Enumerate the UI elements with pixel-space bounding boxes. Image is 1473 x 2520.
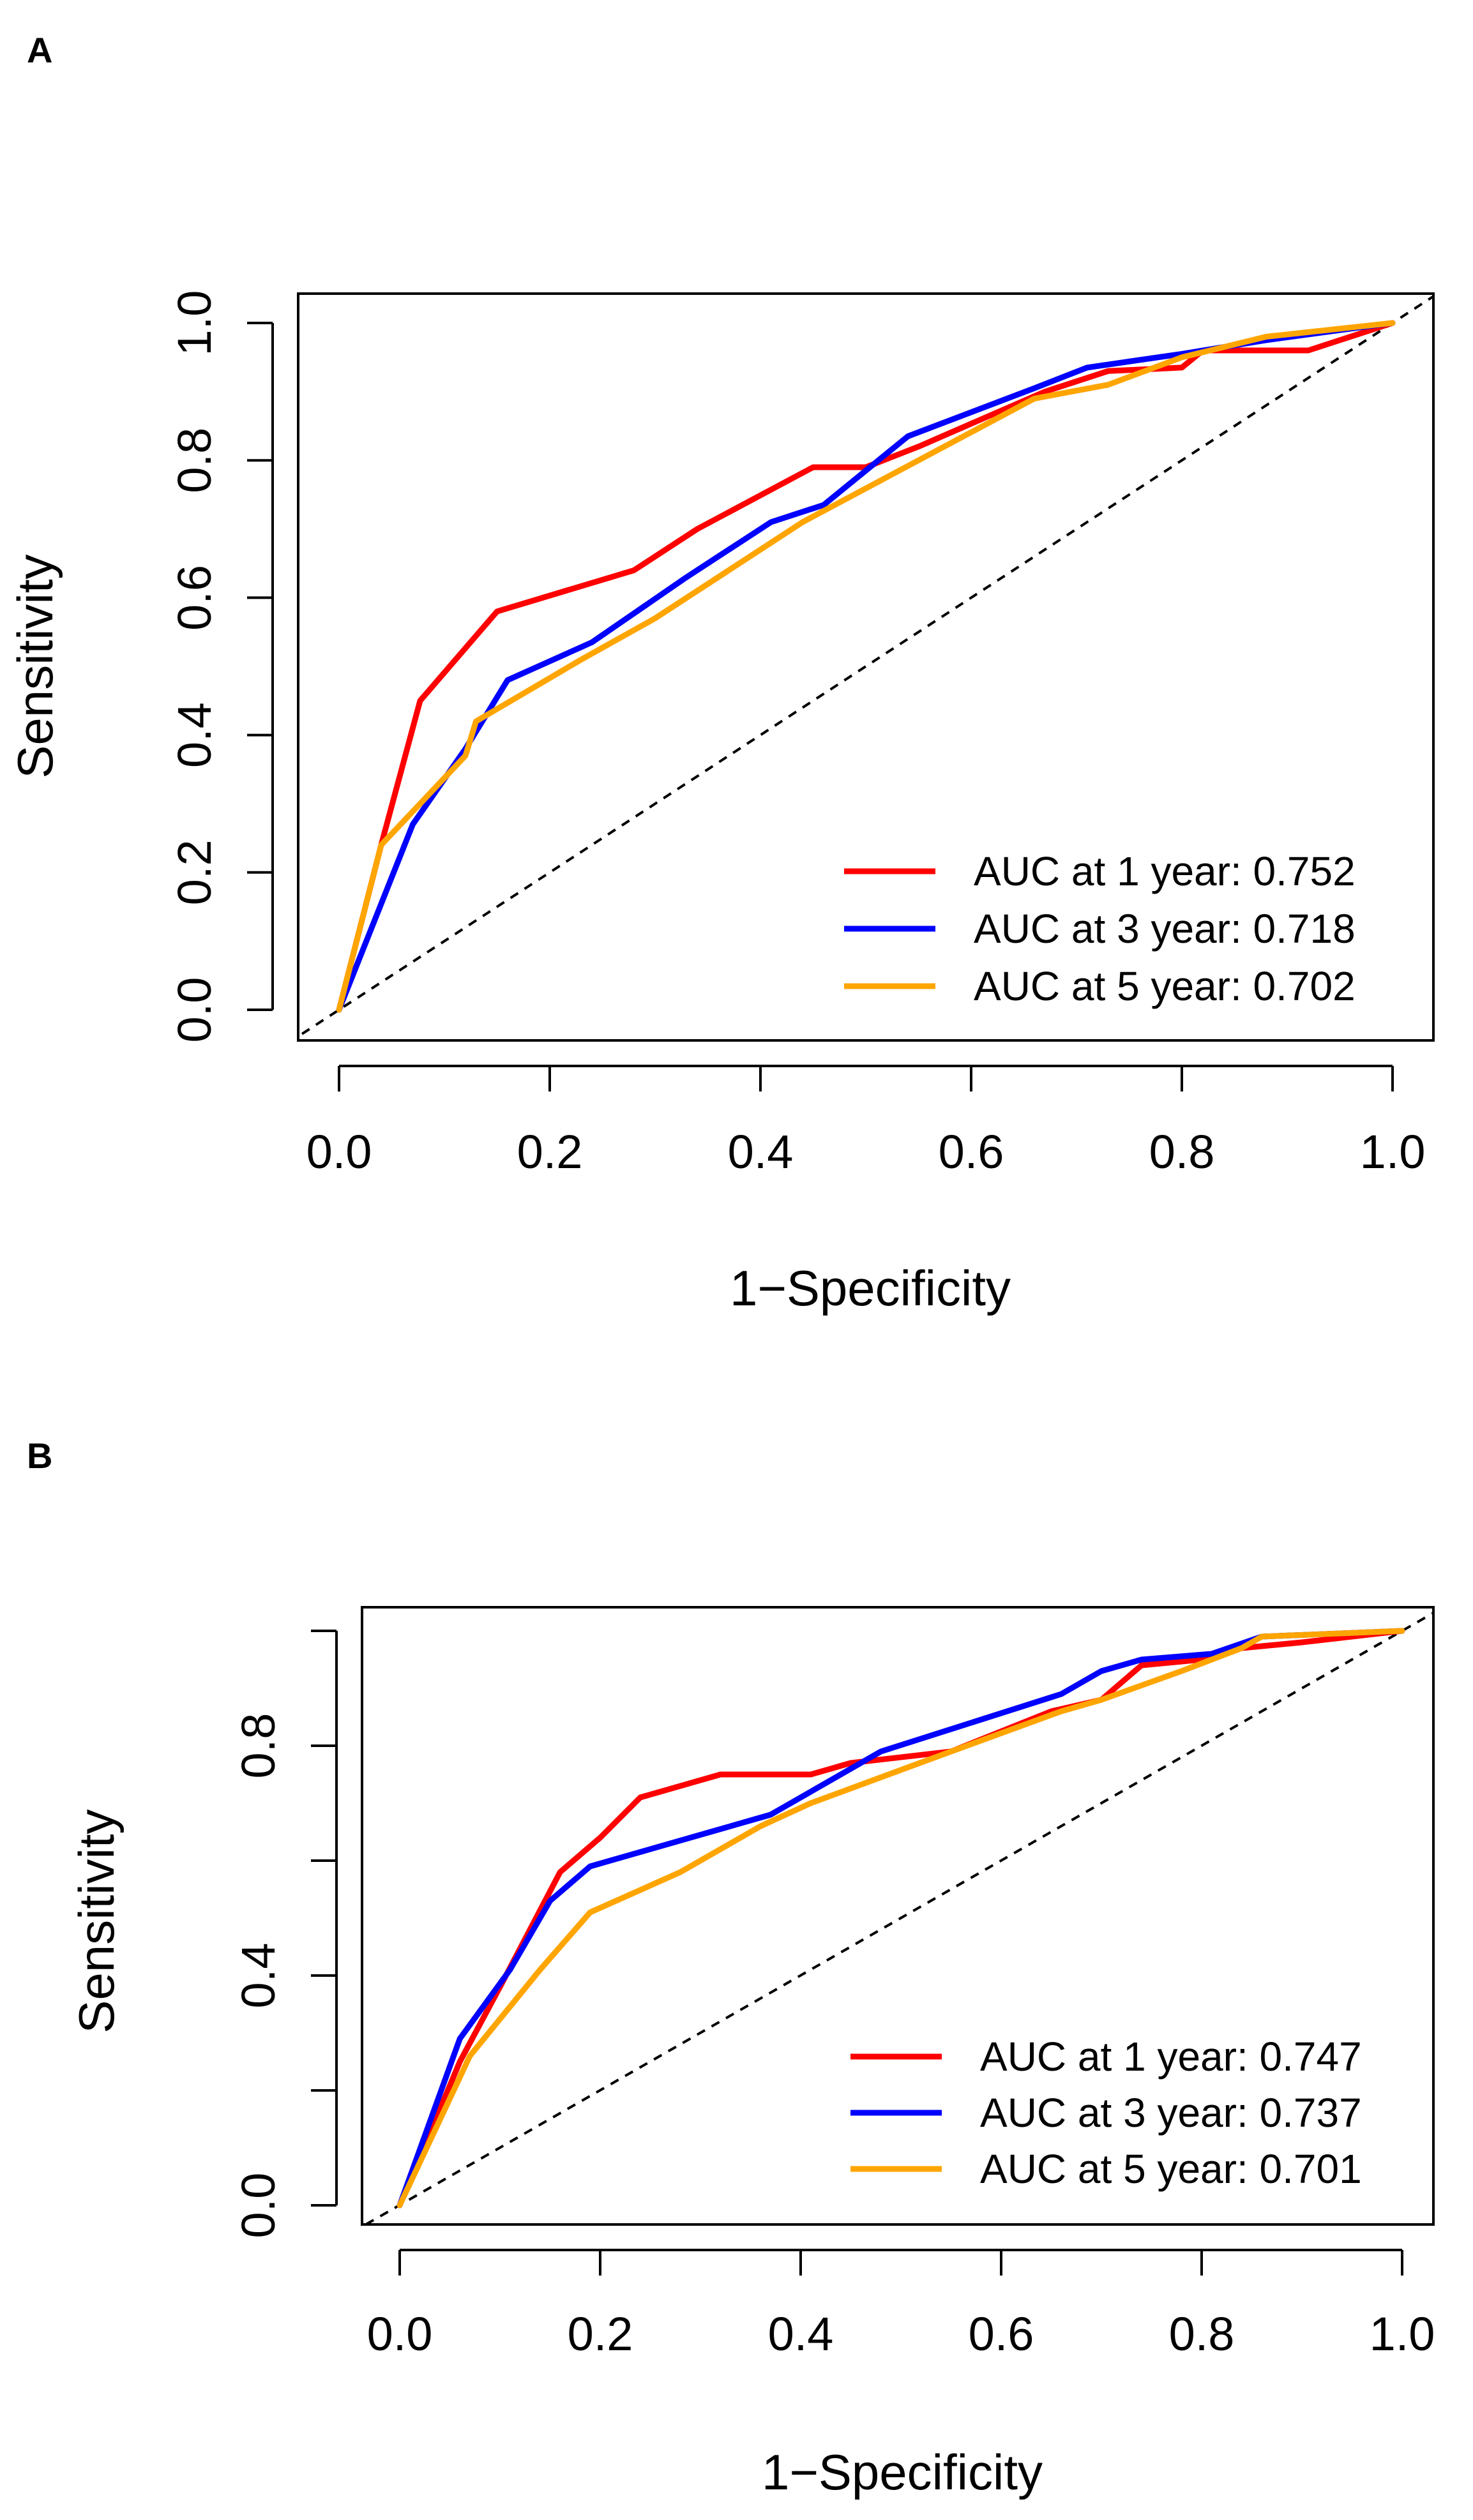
y-tick-label: 0.2 [168, 839, 221, 905]
panel-b-label: B [27, 1436, 52, 1476]
roc-curve-2 [397, 1628, 1405, 2209]
y-tick-label: 0.0 [232, 2173, 285, 2239]
y-axis-title: Sensitivity [7, 554, 63, 778]
plot-frame [361, 1606, 1435, 2226]
x-tick-label: 0.4 [768, 2307, 834, 2360]
x-tick-label: 0.4 [728, 1125, 794, 1178]
y-tick-label: 0.0 [168, 977, 221, 1043]
x-axis-title: 1−Specificity [762, 2444, 1043, 2500]
legend-label: AUC at 5 year: 0.702 [974, 963, 1356, 1009]
reference-diagonal [365, 1612, 1434, 2226]
y-tick-label: 1.0 [168, 290, 221, 356]
legend-label: AUC at 5 year: 0.701 [980, 2146, 1362, 2192]
x-tick-label: 1.0 [1370, 2307, 1435, 2360]
x-tick-label: 0.0 [306, 1125, 372, 1178]
plot-frame [297, 292, 1435, 1042]
legend-label: AUC at 3 year: 0.737 [980, 2090, 1362, 2136]
x-tick-label: 0.6 [969, 2307, 1034, 2360]
y-tick-label: 0.8 [232, 1713, 285, 1779]
legend-label: AUC at 1 year: 0.747 [980, 2034, 1362, 2080]
panel-b: B 0.0 0.2 0.4 0.6 0.8 1.0 0.0 0.4 0.8 1−Specifici… [27, 1436, 1435, 2500]
roc-curve-3 [336, 320, 1396, 1013]
legend-label: AUC at 1 year: 0.752 [974, 848, 1356, 894]
x-tick-label: 0.2 [517, 1125, 583, 1178]
y-axis-title: Sensitivity [68, 1809, 125, 2033]
y-tick-label: 0.4 [232, 1943, 285, 2009]
y-tick-label: 0.6 [168, 565, 221, 631]
panel-a: A 0.0 0.2 0.4 0.6 0.8 1.0 0.0 0.2 0.4 0.6 0.8 1.0 1−… [7, 30, 1435, 1316]
x-tick-label: 0.8 [1169, 2307, 1235, 2360]
x-tick-label: 0.6 [939, 1125, 1004, 1178]
y-tick-label: 0.4 [168, 702, 221, 768]
y-tick-label: 0.8 [168, 428, 221, 493]
legend-label: AUC at 3 year: 0.718 [974, 906, 1356, 952]
x-tick-label: 0.8 [1149, 1125, 1215, 1178]
x-tick-label: 1.0 [1360, 1125, 1426, 1178]
x-tick-label: 0.2 [568, 2307, 633, 2360]
x-tick-label: 0.0 [367, 2307, 433, 2360]
panel-a-label: A [27, 30, 52, 70]
roc-curve-3 [397, 1628, 1405, 2209]
x-axis-title: 1−Specificity [730, 1260, 1011, 1316]
